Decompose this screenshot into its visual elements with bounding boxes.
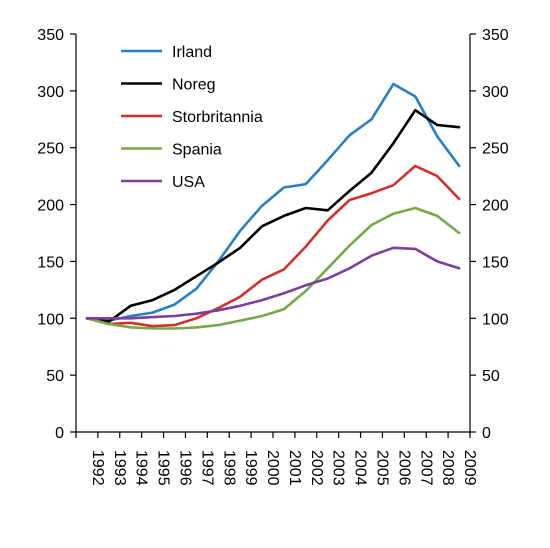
series-line-storbritannia <box>85 164 461 328</box>
x-tick-label: 2000 <box>264 450 281 486</box>
legend-label-spania: Spania <box>172 142 222 159</box>
x-tick-label: 2008 <box>439 450 456 486</box>
y-tick-label-left: 250 <box>37 141 64 158</box>
x-tick-label: 2002 <box>308 450 325 486</box>
x-tick-label: 2003 <box>330 450 347 486</box>
y-tick-label-right: 0 <box>482 425 491 442</box>
legend-label-storbritannia: Storbritannia <box>172 109 263 126</box>
legend-label-usa: USA <box>172 174 205 191</box>
chart-series <box>85 82 461 330</box>
y-tick-label-right: 350 <box>482 27 509 44</box>
y-tick-label-right: 150 <box>482 254 509 271</box>
y-tick-label-left: 350 <box>37 27 64 44</box>
x-tick-label: 2009 <box>461 450 478 486</box>
x-tick-label: 1992 <box>89 450 106 486</box>
legend-label-noreg: Noreg <box>172 77 216 94</box>
chart-axes: 0 0 50 50 100 100 150 150 200 200 250 250 300 300 350 3… <box>37 27 509 486</box>
series-line-usa <box>85 246 461 320</box>
x-tick-label: 2007 <box>417 450 434 486</box>
chart-legend: Irland Noreg Storbritannia Spania USA <box>121 44 263 191</box>
x-tick-label: 1995 <box>155 450 172 486</box>
legend-label-irland: Irland <box>172 44 212 61</box>
x-tick-label: 2004 <box>352 450 369 486</box>
y-tick-label-right: 100 <box>482 311 509 328</box>
y-tick-label-left: 150 <box>37 254 64 271</box>
x-tick-label: 1999 <box>242 450 259 486</box>
x-tick-label: 1998 <box>220 450 237 486</box>
y-tick-label-right: 200 <box>482 198 509 215</box>
y-tick-label-left: 100 <box>37 311 64 328</box>
y-tick-label-right: 300 <box>482 84 509 101</box>
x-tick-label: 1997 <box>198 450 215 486</box>
y-tick-label-left: 300 <box>37 84 64 101</box>
series-line-spania <box>85 206 461 330</box>
x-tick-label: 2001 <box>286 450 303 486</box>
y-tick-label-right: 250 <box>482 141 509 158</box>
x-tick-label: 1993 <box>111 450 128 486</box>
x-tick-label: 1994 <box>133 450 150 486</box>
series-line-irland <box>85 82 461 322</box>
series-line-noreg <box>85 108 461 324</box>
y-tick-label-left: 0 <box>55 425 64 442</box>
y-tick-label-right: 50 <box>482 368 500 385</box>
x-tick-label: 2005 <box>374 450 391 486</box>
y-tick-label-left: 200 <box>37 198 64 215</box>
x-tick-label: 1996 <box>177 450 194 486</box>
x-tick-label: 2006 <box>395 450 412 486</box>
y-tick-label-left: 50 <box>46 368 64 385</box>
